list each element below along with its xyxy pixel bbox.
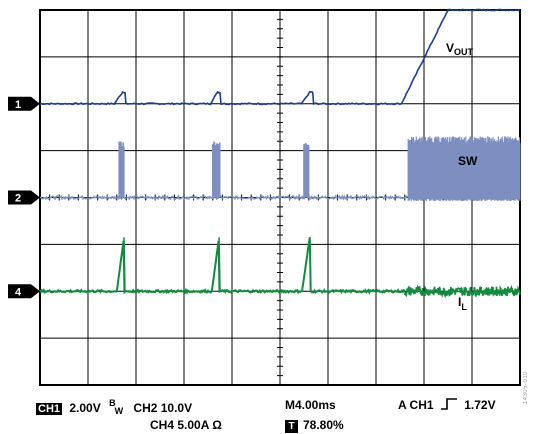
timebase: M4.00ms (285, 398, 336, 412)
channel-marker-label: 1 (15, 99, 21, 111)
sw-label: SW (458, 154, 478, 168)
trace-sw-switching (407, 136, 521, 202)
ch2-setting: CH2 10.0V (133, 401, 193, 415)
trace-il-fall (123, 237, 126, 292)
ch1-scale: 2.00V (69, 401, 101, 415)
trace-sw-burst (118, 141, 125, 198)
channel-markers: 1 2 4 (8, 96, 40, 299)
bw-limit: B (109, 398, 116, 408)
trace-il-fall (309, 237, 312, 292)
channel-marker-label: 2 (15, 193, 21, 205)
trace-sw-burst (303, 143, 310, 198)
t-position: 78.80% (303, 418, 344, 432)
trace-sw-baseline (39, 194, 409, 201)
trace-il-ripple (404, 284, 521, 299)
t-badge: T (285, 420, 298, 433)
ch1-badge: CH1 (36, 403, 63, 415)
trace-il (39, 237, 406, 295)
channel-marker (8, 96, 40, 111)
trigger-level: 1.72V (464, 398, 496, 412)
trigger-source: A CH1 (398, 398, 434, 412)
vout-label: VOUT (446, 41, 474, 57)
trigger-setting: A CH1 1.72V (398, 398, 496, 412)
rising-edge-icon (440, 398, 457, 410)
trigger-position: T 78.80% (285, 418, 344, 433)
il-label: IL (458, 295, 467, 312)
ch4-setting: CH4 5.00A Ω (150, 418, 222, 432)
channel-marker (8, 190, 40, 205)
ch1-setting: CH1 2.00V BW CH2 10.0V (36, 398, 192, 416)
trace-vout (39, 8, 521, 106)
channel-marker (8, 284, 40, 299)
channel-marker-label: 4 (15, 286, 22, 298)
bw-limit-sub: W (114, 406, 124, 416)
trace-il-fall (218, 237, 221, 292)
traces (39, 8, 521, 299)
trace-sw-burst (212, 141, 221, 198)
figure-id: 14305-010 (523, 370, 529, 404)
